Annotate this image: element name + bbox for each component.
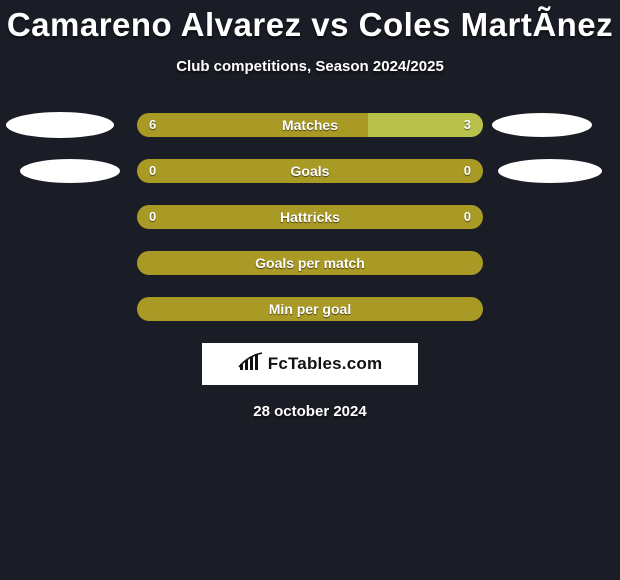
stat-label: Matches	[137, 113, 483, 137]
player-ellipse-right	[492, 113, 592, 137]
stat-value-left: 0	[149, 205, 156, 229]
subtitle: Club competitions, Season 2024/2025	[0, 58, 620, 75]
stat-bar: Min per goal	[137, 297, 483, 321]
stat-value-left: 0	[149, 159, 156, 183]
date-label: 28 october 2024	[0, 403, 620, 420]
stat-row: Goals per match	[0, 251, 620, 275]
page-title: Camareno Alvarez vs Coles MartÃ­nez	[0, 6, 620, 44]
stat-value-right: 0	[464, 159, 471, 183]
logo-text: FcTables.com	[268, 354, 383, 374]
stat-value-right: 3	[464, 113, 471, 137]
stat-row: Hattricks0 0	[0, 205, 620, 229]
stat-bar: Goals per match	[137, 251, 483, 275]
stat-row: Goals0 0	[0, 159, 620, 183]
stat-row: Min per goal	[0, 297, 620, 321]
logo-chart-icon	[238, 352, 264, 377]
player-ellipse-left	[6, 112, 114, 138]
stat-label: Goals per match	[137, 251, 483, 275]
player-ellipse-left	[20, 159, 120, 183]
stat-bar: Goals0 0	[137, 159, 483, 183]
stat-bar: Matches6 3	[137, 113, 483, 137]
logo-box: FcTables.com	[202, 343, 418, 385]
stat-value-left: 6	[149, 113, 156, 137]
stat-label: Hattricks	[137, 205, 483, 229]
player-ellipse-right	[498, 159, 602, 183]
stat-row: Matches6 3	[0, 113, 620, 137]
stat-value-right: 0	[464, 205, 471, 229]
stat-label: Min per goal	[137, 297, 483, 321]
stat-bar: Hattricks0 0	[137, 205, 483, 229]
stat-label: Goals	[137, 159, 483, 183]
comparison-infographic: Camareno Alvarez vs Coles MartÃ­nez Club…	[0, 0, 620, 580]
stat-rows: Matches63Goals00Hattricks00Goals per mat…	[0, 113, 620, 321]
